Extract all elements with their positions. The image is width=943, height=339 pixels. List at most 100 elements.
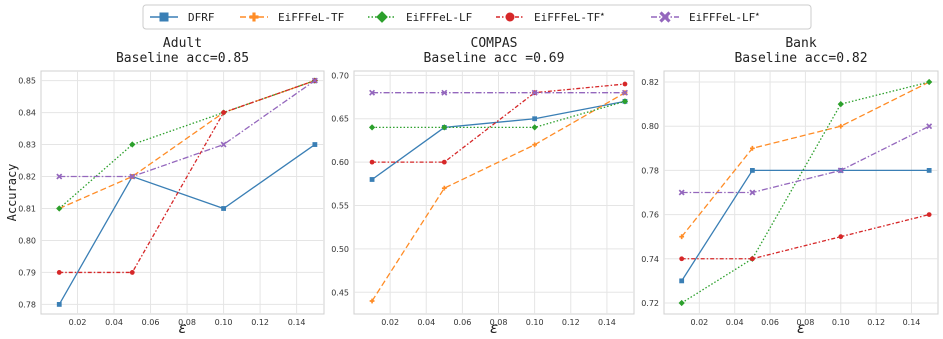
x-tick-label: 0.04 xyxy=(726,318,744,327)
legend-frame xyxy=(142,4,812,30)
data-point xyxy=(749,168,755,173)
series-line xyxy=(371,100,626,181)
legend-marker xyxy=(659,11,671,23)
y-tick-label: 0.80 xyxy=(18,236,36,245)
data-point xyxy=(311,77,318,84)
data-point xyxy=(369,177,375,182)
legend-entry-eifffel-lf-star: EiFFFeL-LF★ xyxy=(651,10,760,24)
x-tick-label: 0.14 xyxy=(598,318,616,327)
x-axis-label: ε xyxy=(797,319,805,337)
legend-marker xyxy=(159,12,169,22)
y-tick-label: 0.85 xyxy=(18,77,36,86)
data-point xyxy=(441,185,447,191)
data-point xyxy=(679,234,685,240)
y-tick-label: 0.82 xyxy=(18,173,36,182)
x-tick-label: 0.06 xyxy=(453,318,471,327)
y-tick-label: 0.81 xyxy=(18,204,36,213)
series-line xyxy=(681,125,930,194)
data-point xyxy=(926,212,932,217)
data-point xyxy=(749,145,755,151)
data-point xyxy=(441,159,447,165)
panel-compas: 0.02 0.04 0.06 0.08 0.10 0.12 0.14 0.45 0.50 0.55… xyxy=(331,36,635,337)
x-tick-label: 0.06 xyxy=(142,318,160,327)
x-tick-label: 0.08 xyxy=(797,318,815,327)
data-point xyxy=(679,256,685,262)
series-line xyxy=(681,213,930,260)
chart-title: COMPAS xyxy=(471,36,518,51)
data-point xyxy=(56,302,62,307)
data-point xyxy=(56,173,63,180)
data-point xyxy=(749,189,756,196)
x-tick-label: 0.04 xyxy=(417,318,435,327)
legend-marker xyxy=(376,11,388,23)
data-point xyxy=(56,270,62,275)
data-point xyxy=(837,101,844,108)
x-tick-label: 0.06 xyxy=(761,318,779,327)
series-line xyxy=(681,169,930,282)
data-point xyxy=(621,89,628,96)
data-point xyxy=(368,124,376,131)
data-point xyxy=(749,256,755,262)
x-tick-label: 0.08 xyxy=(178,318,196,327)
legend-label: EiFFFeL-TF xyxy=(278,11,344,24)
data-point xyxy=(129,141,136,148)
legend-marker xyxy=(505,12,515,22)
legend-star: ★ xyxy=(600,10,605,18)
y-tick-label: 0.80 xyxy=(641,122,659,131)
legend-label: EiFFFeL-TF★ xyxy=(534,10,605,24)
x-tick-label: 0.12 xyxy=(562,318,580,327)
y-tick-label: 0.45 xyxy=(331,288,349,297)
y-tick-label: 0.78 xyxy=(641,166,659,175)
panel-adult: 0.02 0.04 0.06 0.08 0.10 0.12 0.14 0.78 0.79 0.80… xyxy=(5,36,325,337)
data-point xyxy=(838,234,844,240)
y-tick-label: 0.70 xyxy=(331,71,349,80)
data-point xyxy=(129,270,135,275)
series-eifffel-lf-star xyxy=(678,123,933,196)
data-point xyxy=(129,173,136,180)
x-tick-label: 0.04 xyxy=(105,318,123,327)
x-tick-label: 0.14 xyxy=(903,318,921,327)
plot-area xyxy=(40,70,325,315)
data-point xyxy=(369,298,375,304)
data-point xyxy=(678,189,685,196)
data-point xyxy=(531,124,538,131)
y-tick-label: 0.82 xyxy=(641,78,659,87)
y-tick-label: 0.55 xyxy=(331,202,349,211)
x-tick-label: 0.10 xyxy=(832,318,850,327)
x-tick-label: 0.14 xyxy=(288,318,306,327)
legend-label: DFRF xyxy=(188,11,215,24)
legend-label: EiFFFeL-LF★ xyxy=(689,10,760,24)
panels: 0.02 0.04 0.06 0.08 0.10 0.12 0.14 0.78 0.79 0.80… xyxy=(5,36,939,337)
data-point xyxy=(622,81,628,87)
series-line xyxy=(59,79,316,274)
x-tick-label: 0.12 xyxy=(867,318,885,327)
legend-entry-dfrf: DFRF xyxy=(150,11,215,24)
data-point xyxy=(679,278,685,284)
data-point xyxy=(678,299,685,307)
data-point xyxy=(532,116,538,122)
x-tick-label: 0.02 xyxy=(69,318,87,327)
y-tick-label: 0.78 xyxy=(18,300,36,309)
series-eifffel-tf-star xyxy=(679,212,932,262)
y-tick-label: 0.84 xyxy=(18,109,36,118)
chart-title: Adult xyxy=(163,36,202,51)
legend-entry-eifffel-lf: EiFFFeL-LF xyxy=(368,11,472,24)
series-line xyxy=(372,83,626,163)
legend: DFRF EiFFFeL-TF EiFFFeL-LF EiFFFeL-TF★ EiFFF… xyxy=(142,4,812,30)
data-point xyxy=(837,167,844,174)
data-point xyxy=(221,110,226,115)
data-point xyxy=(312,142,318,147)
data-point xyxy=(531,89,538,96)
chart-subtitle: Baseline acc =0.69 xyxy=(424,51,565,66)
data-point xyxy=(369,159,375,165)
series-line xyxy=(371,92,626,302)
y-tick-label: 0.72 xyxy=(641,299,659,308)
data-point xyxy=(926,78,933,86)
data-point xyxy=(838,123,844,129)
legend-entry-eifffel-tf-star: EiFFFeL-TF★ xyxy=(496,10,605,24)
data-point xyxy=(532,142,538,148)
chart-title: Bank xyxy=(785,36,816,51)
y-tick-label: 0.79 xyxy=(18,268,36,277)
series-eifffel-lf xyxy=(368,98,629,131)
